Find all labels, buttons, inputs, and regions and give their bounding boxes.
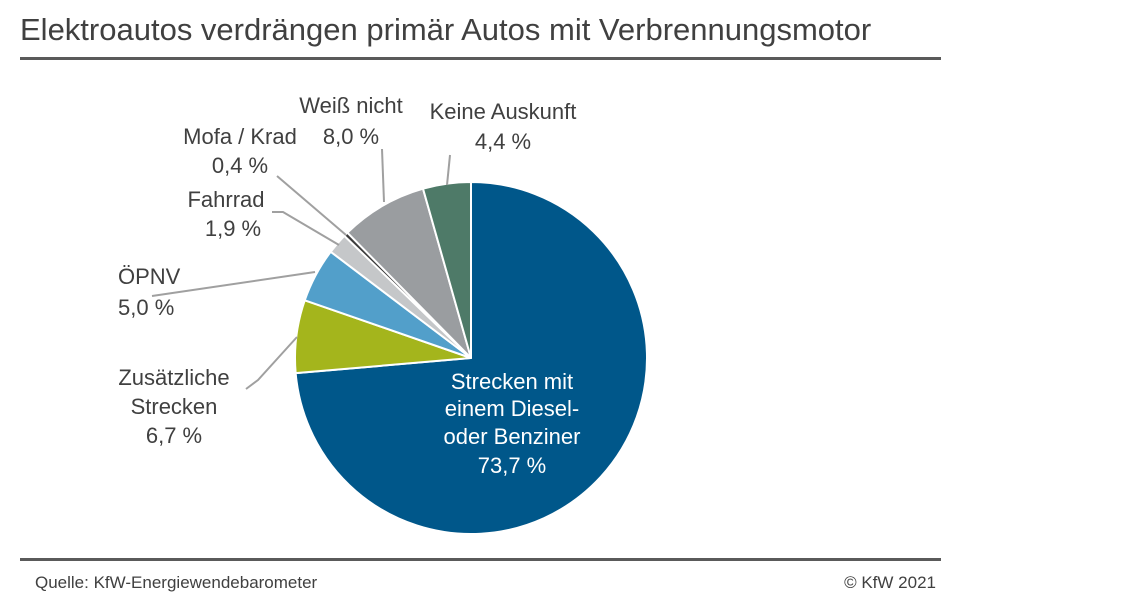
leader-line	[245, 336, 298, 390]
footer-divider	[20, 558, 941, 561]
slice-value-label: 1,9 %	[205, 216, 261, 241]
slice-label: einem Diesel-	[445, 396, 580, 421]
slice-label: Mofa / Krad	[183, 124, 297, 149]
source-note: Quelle: KfW-Energiewendebarometer	[35, 573, 318, 592]
slice-label: Zusätzliche	[118, 365, 229, 390]
slice-value-label: 4,4 %	[475, 129, 531, 154]
leader-line	[276, 175, 347, 236]
chart-title: Elektroautos verdrängen primär Autos mit…	[20, 12, 872, 47]
leader-line	[272, 211, 340, 246]
leader-line	[446, 154, 451, 186]
slice-value-label: 0,4 %	[212, 153, 268, 178]
slice-label: ÖPNV	[118, 264, 181, 289]
title-divider	[20, 57, 941, 60]
slice-label: oder Benziner	[444, 424, 581, 449]
slice-label: Strecken	[131, 394, 218, 419]
pie-slices	[294, 180, 648, 535]
slice-value-label: 8,0 %	[323, 124, 379, 149]
slice-label: Weiß nicht	[299, 93, 403, 118]
slice-value-label: 6,7 %	[146, 423, 202, 448]
slice-label: Fahrrad	[187, 187, 264, 212]
slice-label: Keine Auskunft	[430, 99, 577, 124]
leader-line	[381, 148, 385, 203]
slice-value-label: 73,7 %	[478, 453, 547, 478]
leader-lines	[151, 148, 451, 390]
slice-label: Strecken mit	[451, 369, 573, 394]
slice-value-label: 5,0 %	[118, 295, 174, 320]
copyright-note: © KfW 2021	[844, 573, 936, 592]
leader-line	[151, 271, 316, 297]
